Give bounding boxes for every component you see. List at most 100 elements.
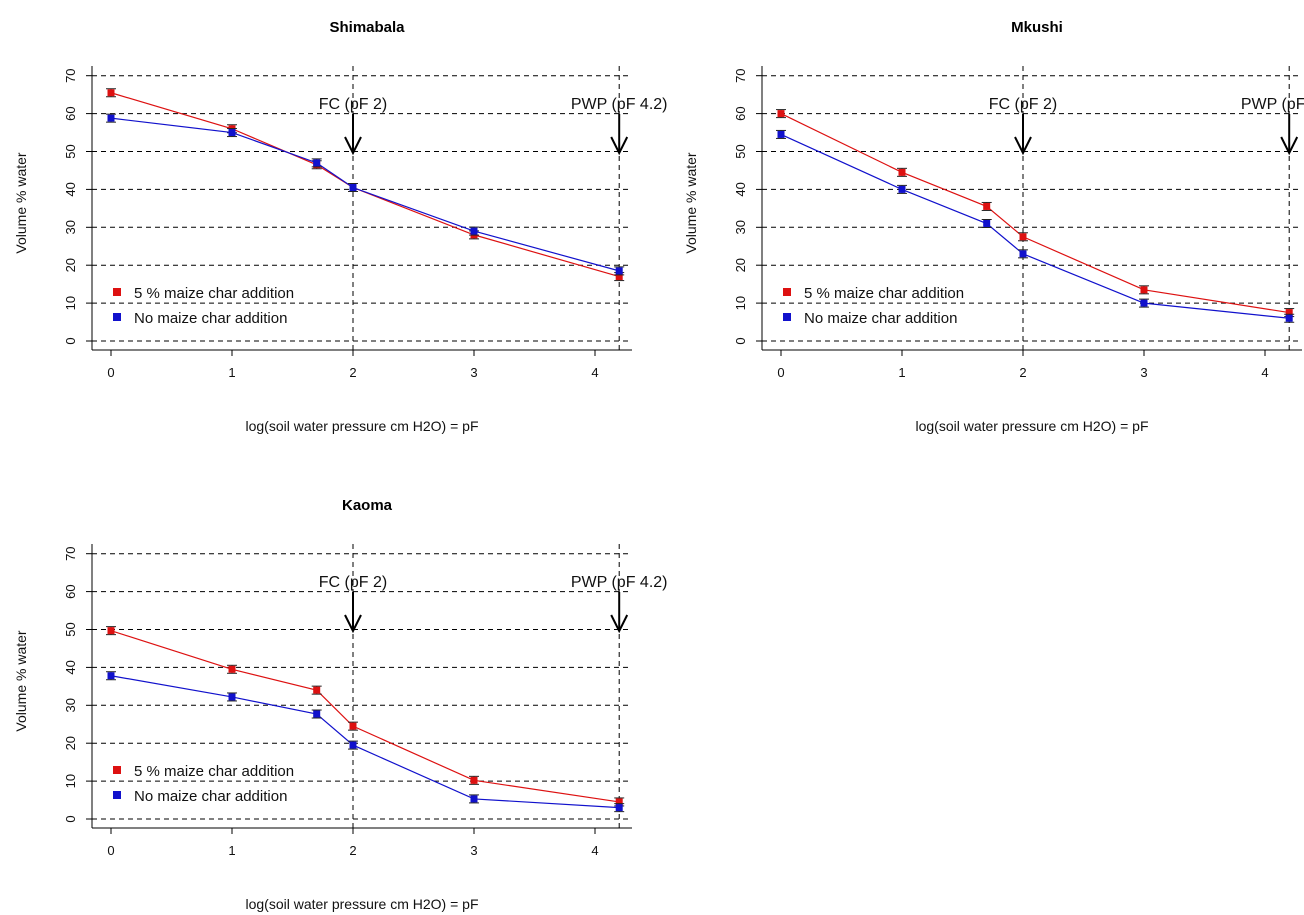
x-tick-label: 2 — [1019, 365, 1026, 380]
x-tick-label: 0 — [107, 843, 114, 858]
legend-swatch — [113, 313, 121, 321]
series-line — [110, 92, 620, 278]
chart-panel-kaoma: Kaoma 0 10 20 30 40 50 60 70 0 1 2 3 4 log(soil water … — [13, 497, 668, 912]
chart-panel-mkushi: Mkushi 0 10 20 30 40 50 60 70 0 1 2 3 4 log(soil water… — [683, 19, 1304, 434]
legend-label: 5 % maize char addition — [804, 285, 964, 302]
x-tick-label: 1 — [228, 843, 235, 858]
data-point — [313, 686, 321, 694]
data-point — [470, 227, 478, 235]
x-tick-label: 3 — [1140, 365, 1147, 380]
data-point — [313, 159, 321, 167]
data-point — [615, 804, 623, 812]
y-tick-label: 0 — [733, 337, 748, 344]
data-point — [107, 114, 115, 122]
data-point — [615, 798, 623, 806]
series-line — [110, 117, 620, 272]
x-tick-label: 0 — [107, 365, 114, 380]
y-tick-label: 20 — [63, 736, 78, 750]
y-tick-label: 0 — [63, 337, 78, 344]
data-point — [313, 710, 321, 718]
y-tick-label: 40 — [63, 182, 78, 196]
y-tick-label: 50 — [733, 144, 748, 158]
series-line — [780, 113, 1290, 314]
data-point — [107, 89, 115, 97]
data-point — [898, 185, 906, 193]
y-tick-label: 50 — [63, 622, 78, 636]
annotation-arrow-head — [1014, 136, 1032, 156]
data-point — [615, 273, 623, 281]
data-point — [1140, 286, 1148, 294]
legend-label: 5 % maize char addition — [134, 763, 294, 780]
x-tick-label: 4 — [1261, 365, 1268, 380]
data-point — [349, 741, 357, 749]
annotation-arrow-head — [610, 614, 629, 634]
y-tick-label: 60 — [733, 106, 748, 120]
y-tick-label: 40 — [733, 182, 748, 196]
y-tick-label: 30 — [63, 220, 78, 234]
legend-swatch — [113, 791, 121, 799]
data-point — [228, 665, 236, 673]
y-tick-label: 10 — [733, 296, 748, 310]
legend-swatch — [113, 766, 121, 774]
data-point — [1285, 309, 1293, 317]
x-tick-label: 3 — [470, 843, 477, 858]
data-point — [777, 130, 785, 138]
chart-panel-shimabala: Shimabala 0 10 20 30 40 50 60 70 0 1 2 3 4 log(soil wa… — [13, 19, 668, 434]
data-point — [983, 220, 991, 228]
x-tick-label: 0 — [777, 365, 784, 380]
data-point — [107, 627, 115, 635]
annotation-label: FC (pF 2) — [319, 574, 387, 591]
y-tick-label: 20 — [733, 258, 748, 272]
series-line — [110, 630, 620, 803]
x-tick-label: 4 — [591, 365, 598, 380]
legend-swatch — [783, 313, 791, 321]
legend-swatch — [113, 288, 121, 296]
data-point — [898, 168, 906, 176]
y-tick-label: 40 — [63, 660, 78, 674]
data-point — [777, 110, 785, 118]
data-point — [107, 672, 115, 680]
data-point — [470, 795, 478, 803]
x-axis-label: log(soil water pressure cm H2O) = pF — [245, 418, 478, 434]
series-line — [780, 133, 1290, 319]
y-tick-label: 10 — [63, 296, 78, 310]
series-line — [110, 675, 620, 809]
annotation-label: FC (pF 2) — [319, 96, 387, 113]
annotation-label: PWP (pF 4.2) — [571, 96, 668, 113]
data-point — [228, 129, 236, 137]
legend-label: No maize char addition — [804, 310, 957, 327]
data-point — [228, 693, 236, 701]
annotation-arrow-head — [610, 136, 629, 156]
data-point — [1285, 314, 1293, 322]
legend-label: No maize char addition — [134, 788, 287, 805]
x-tick-label: 2 — [349, 843, 356, 858]
chart-title: Kaoma — [342, 497, 393, 514]
data-point — [470, 776, 478, 784]
data-point — [983, 202, 991, 210]
x-tick-label: 2 — [349, 365, 356, 380]
x-tick-label: 1 — [228, 365, 235, 380]
y-axis-label: Volume % water — [13, 630, 29, 731]
y-tick-label: 70 — [733, 68, 748, 82]
y-tick-label: 30 — [733, 220, 748, 234]
data-point — [1019, 233, 1027, 241]
y-axis-label: Volume % water — [683, 152, 699, 253]
y-axis-label: Volume % water — [13, 152, 29, 253]
data-point — [349, 184, 357, 192]
annotation-arrow-head — [1280, 136, 1299, 156]
y-tick-label: 60 — [63, 584, 78, 598]
y-tick-label: 60 — [63, 106, 78, 120]
annotation-label: PWP (pF 4.2) — [571, 574, 668, 591]
annotation-arrow-head — [344, 136, 362, 156]
y-tick-label: 30 — [63, 698, 78, 712]
y-tick-label: 10 — [63, 774, 78, 788]
legend-swatch — [783, 288, 791, 296]
legend-label: 5 % maize char addition — [134, 285, 294, 302]
y-tick-label: 70 — [63, 68, 78, 82]
data-point — [615, 267, 623, 275]
annotation-arrow-head — [344, 614, 362, 634]
data-point — [349, 722, 357, 730]
annotation-label: FC (pF 2) — [989, 96, 1057, 113]
x-tick-label: 3 — [470, 365, 477, 380]
